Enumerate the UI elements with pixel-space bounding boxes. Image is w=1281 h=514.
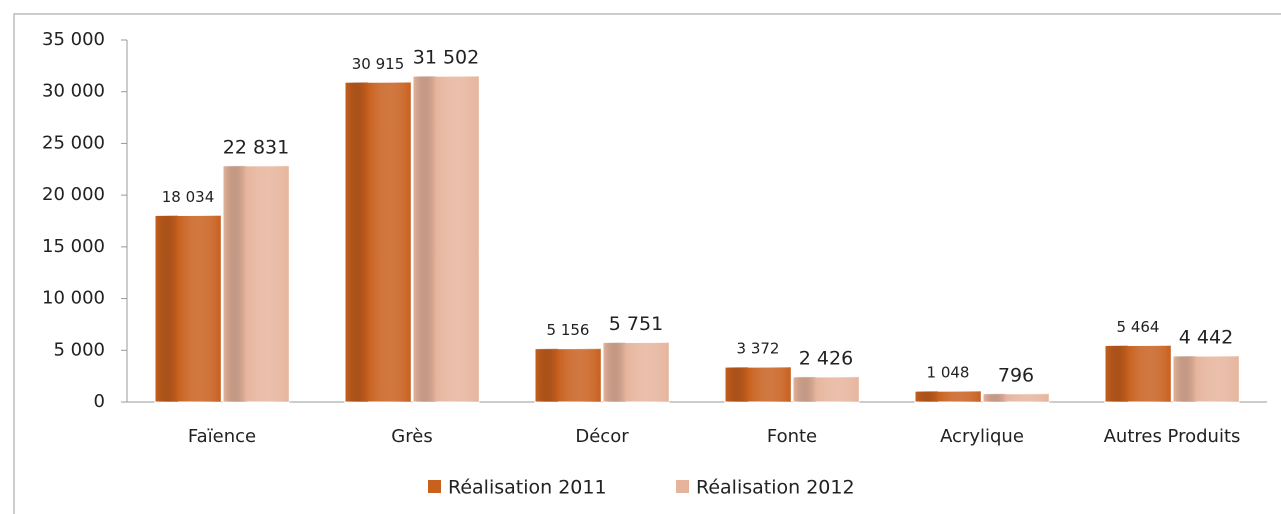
bar-shade: [1173, 356, 1239, 402]
value-label: 31 502: [413, 47, 479, 69]
x-tick-label: Grès: [391, 426, 432, 447]
x-tick-label: Faïence: [188, 426, 256, 447]
y-tick-label: 20 000: [42, 184, 105, 205]
bar-shade: [223, 165, 289, 402]
y-tick-label: 15 000: [42, 236, 105, 257]
legend-label: Réalisation 2011: [448, 477, 607, 499]
x-tick-label: Autres Produits: [1104, 426, 1241, 447]
y-tick-label: 10 000: [42, 288, 105, 309]
bar-shade: [983, 393, 1049, 402]
bar-shade: [413, 76, 479, 402]
x-tick-label: Acrylique: [940, 426, 1024, 447]
legend-label: Réalisation 2012: [696, 477, 855, 499]
bar-shade: [915, 391, 981, 402]
bar-shade: [793, 376, 859, 402]
value-label: 796: [998, 364, 1034, 386]
value-label: 3 372: [737, 340, 780, 358]
value-label: 4 442: [1179, 327, 1233, 349]
x-tick-label: Fonte: [767, 426, 817, 447]
bar-shade: [1105, 345, 1171, 402]
x-tick-label: Décor: [575, 426, 629, 447]
bar-shade: [603, 342, 669, 402]
value-label: 18 034: [162, 188, 215, 206]
value-label: 22 831: [223, 136, 289, 158]
bar-shade: [345, 82, 411, 402]
y-tick-label: 0: [94, 391, 105, 412]
bar-shade: [155, 215, 221, 402]
value-label: 5 751: [609, 313, 663, 335]
value-label: 1 048: [927, 364, 970, 382]
chart-frame: [13, 13, 1281, 514]
bar-shade: [725, 367, 791, 402]
bar-shade: [535, 348, 601, 402]
y-tick-label: 30 000: [42, 81, 105, 102]
legend-swatch: [676, 480, 689, 493]
y-tick-label: 35 000: [42, 29, 105, 50]
legend-swatch: [428, 480, 441, 493]
value-label: 2 426: [799, 347, 853, 369]
value-label: 30 915: [352, 55, 405, 73]
y-tick-label: 25 000: [42, 132, 105, 153]
value-label: 5 464: [1117, 318, 1160, 336]
value-label: 5 156: [547, 321, 590, 339]
y-tick-label: 5 000: [53, 339, 105, 360]
